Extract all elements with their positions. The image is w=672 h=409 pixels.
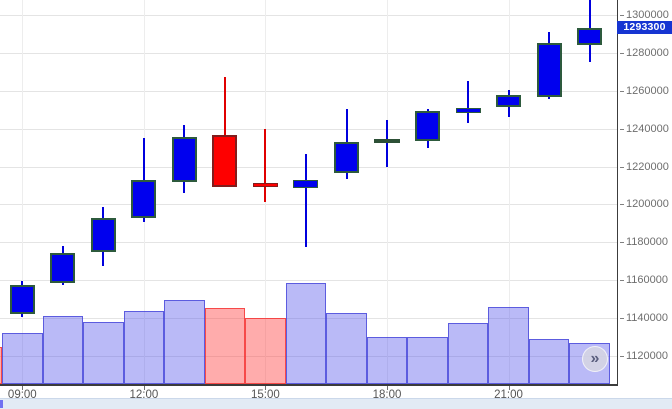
volume-bar-12:00 [123,311,165,384]
y-axis-label: 1260000 [626,84,669,97]
candle-body-19:00 [415,111,440,141]
candle-wick-15:00 [264,129,267,202]
volume-bar-14:00 [204,308,246,384]
y-axis-tick [620,90,624,92]
y-axis-label: 1140000 [626,312,669,324]
price-gridline [0,204,617,206]
y-axis-tick [620,280,624,282]
volume-bar-16:00 [285,283,327,384]
y-axis-tick [620,242,624,244]
candle-doji-18:00 [374,139,400,144]
y-axis-label: 1120000 [626,349,669,362]
volume-bar-15:00 [245,318,286,384]
volume-bar-17:00 [326,313,367,384]
candle-body-17:00 [334,141,359,174]
x-axis-tick [387,386,388,390]
y-axis-label: 1300000 [626,9,669,21]
volume-bar-partial [0,347,2,384]
last-price-badge: 1293300 [617,21,672,35]
y-axis-label: 1200000 [626,198,669,211]
y-axis-tick [620,355,624,357]
expand-button[interactable]: » [582,346,608,372]
y-axis-tick [620,318,624,319]
candle-body-21:00 [496,94,521,107]
volume-bar-21:00 [488,307,529,384]
y-axis-label: 1220000 [626,160,669,173]
y-axis-tick [620,204,624,206]
scrollbar-thumb-fragment[interactable] [0,400,3,408]
x-axis-tick [22,386,24,390]
double-chevron-right-icon: » [590,350,600,367]
y-axis-tick [620,166,624,168]
candle-body-15:00 [252,182,278,187]
candle-body-12:00 [131,180,157,219]
x-axis-tick [265,386,267,390]
candle-body-10:00 [50,252,76,283]
volume-bar-10:00 [42,316,84,384]
price-gridline [0,52,617,54]
y-axis-tick [620,15,624,16]
volume-bar-13:00 [164,300,205,384]
price-gridline [0,128,617,130]
price-gridline [0,355,617,357]
price-gridline [0,15,617,16]
candle-body-23:00 [577,27,603,45]
candle-body-11:00 [90,218,116,253]
candle-body-22:00 [536,43,562,97]
candle-wick-20:00 [467,80,469,123]
volume-bar-19:00 [407,337,448,384]
bottom-scrollbar-track[interactable] [0,398,672,409]
time-gridline [387,0,388,384]
candle-body-20:00 [455,107,481,113]
y-axis-label: 1180000 [626,236,669,249]
y-axis-label: 1160000 [626,274,669,287]
candle-body-14:00 [212,135,238,187]
x-axis-tick [143,386,145,390]
time-gridline [22,0,24,384]
volume-bar-20:00 [447,323,489,384]
candle-body-13:00 [171,137,197,182]
price-gridline [0,242,617,244]
price-gridline [0,166,617,168]
price-axis: 1300000 1280000 1260000 1240000 1220000 12000… [618,0,672,388]
plot-area[interactable] [0,0,618,386]
candle-wick-16:00 [304,154,307,247]
price-gridline [0,318,617,319]
candle-body-16:00 [293,180,319,188]
price-gridline [0,90,617,92]
volume-bar-11:00 [83,322,124,384]
time-gridline [508,0,510,384]
y-axis-tick [620,52,624,54]
y-axis-label: 1240000 [626,122,669,135]
volume-bar-09:00 [2,333,43,384]
y-axis-label: 1280000 [626,46,669,59]
x-axis-tick [508,386,510,390]
price-gridline [0,280,617,282]
y-axis-tick [620,128,624,130]
candle-body-09:00 [9,285,35,315]
candle-wick-14:00 [223,77,226,187]
volume-bar-22:00 [528,339,570,384]
volume-bar-18:00 [366,337,408,384]
